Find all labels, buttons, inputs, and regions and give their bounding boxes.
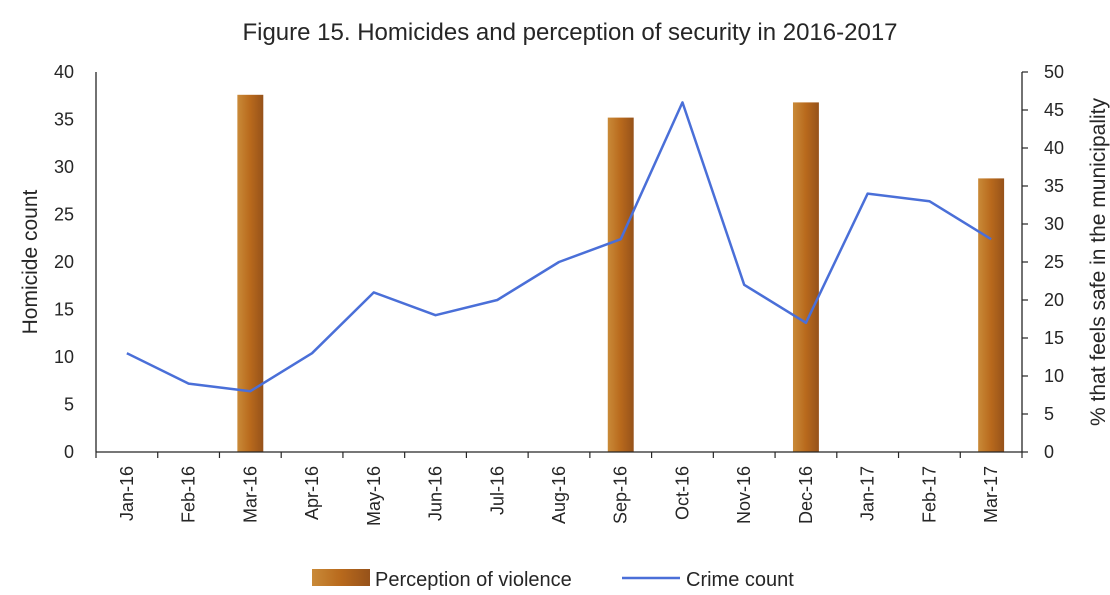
x-tick-label: Jan-17 [858,466,878,521]
right-tick-label: 25 [1044,252,1064,272]
left-axis-ticks: 0 5 10 15 20 25 30 35 40 [54,62,74,462]
x-tick-label: Aug-16 [549,466,569,524]
x-tick-label: Jan-16 [117,466,137,521]
x-tick-label: Sep-16 [611,466,631,524]
x-tick-label: Dec-16 [796,466,816,524]
right-tick-label: 50 [1044,62,1064,82]
right-tick-label: 35 [1044,176,1064,196]
legend-line-label: Crime count [686,569,794,590]
bar-series [237,95,1004,452]
x-tick-label: Mar-17 [981,466,1001,523]
right-tick-label: 0 [1044,442,1054,462]
x-tick-label: Feb-17 [919,466,939,523]
legend-bar-swatch [312,569,370,586]
right-tick-label: 40 [1044,138,1064,158]
right-tick-label: 15 [1044,328,1064,348]
bar [237,95,263,452]
left-tick-label: 20 [54,252,74,272]
bar [608,118,634,452]
right-tick-label: 5 [1044,404,1054,424]
left-tick-label: 15 [54,300,74,320]
x-tick-label: Jun-16 [426,466,446,521]
x-axis-ticks: Jan-16 Feb-16 Mar-16 Apr-16 May-16 Jun-16 Jul-… [96,452,1022,526]
left-tick-label: 40 [54,62,74,82]
right-axis-label: % that feels safe in the municipality [1087,98,1110,427]
left-axis-label: Homicide count [19,189,42,334]
x-tick-label: May-16 [364,466,384,526]
left-tick-label: 30 [54,157,74,177]
left-tick-label: 0 [64,442,74,462]
bar [978,178,1004,452]
x-tick-label: Apr-16 [302,466,322,520]
left-tick-label: 5 [64,395,74,415]
right-tick-label: 10 [1044,366,1064,386]
legend-bar-label: Perception of violence [375,569,572,590]
x-tick-label: Feb-16 [179,466,199,523]
chart-title: Figure 15. Homicides and perception of s… [242,19,897,46]
right-tick-label: 30 [1044,214,1064,234]
right-axis-ticks: 0 5 10 15 20 25 30 35 40 45 50 [1022,62,1064,462]
left-tick-label: 35 [54,110,74,130]
x-tick-label: Mar-16 [240,466,260,523]
left-tick-label: 25 [54,205,74,225]
legend: Perception of violence Crime count [312,569,794,590]
right-tick-label: 20 [1044,290,1064,310]
x-tick-label: Nov-16 [734,466,754,524]
x-tick-label: Jul-16 [487,466,507,515]
bar [793,102,819,452]
left-tick-label: 10 [54,347,74,367]
x-tick-label: Oct-16 [672,466,692,520]
right-tick-label: 45 [1044,100,1064,120]
